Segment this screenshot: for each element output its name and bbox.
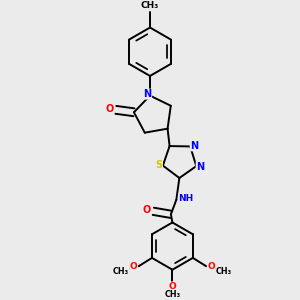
Text: O: O (130, 262, 138, 271)
Text: N: N (190, 141, 198, 151)
Text: CH₃: CH₃ (113, 267, 129, 276)
Text: CH₃: CH₃ (141, 1, 159, 10)
Text: CH₃: CH₃ (164, 290, 181, 299)
Text: O: O (106, 104, 114, 114)
Text: S: S (155, 160, 163, 170)
Text: O: O (169, 282, 176, 291)
Text: N: N (143, 89, 152, 99)
Text: N: N (196, 162, 204, 172)
Text: O: O (142, 206, 151, 215)
Text: NH: NH (178, 194, 194, 203)
Text: O: O (207, 262, 215, 271)
Text: CH₃: CH₃ (216, 267, 232, 276)
